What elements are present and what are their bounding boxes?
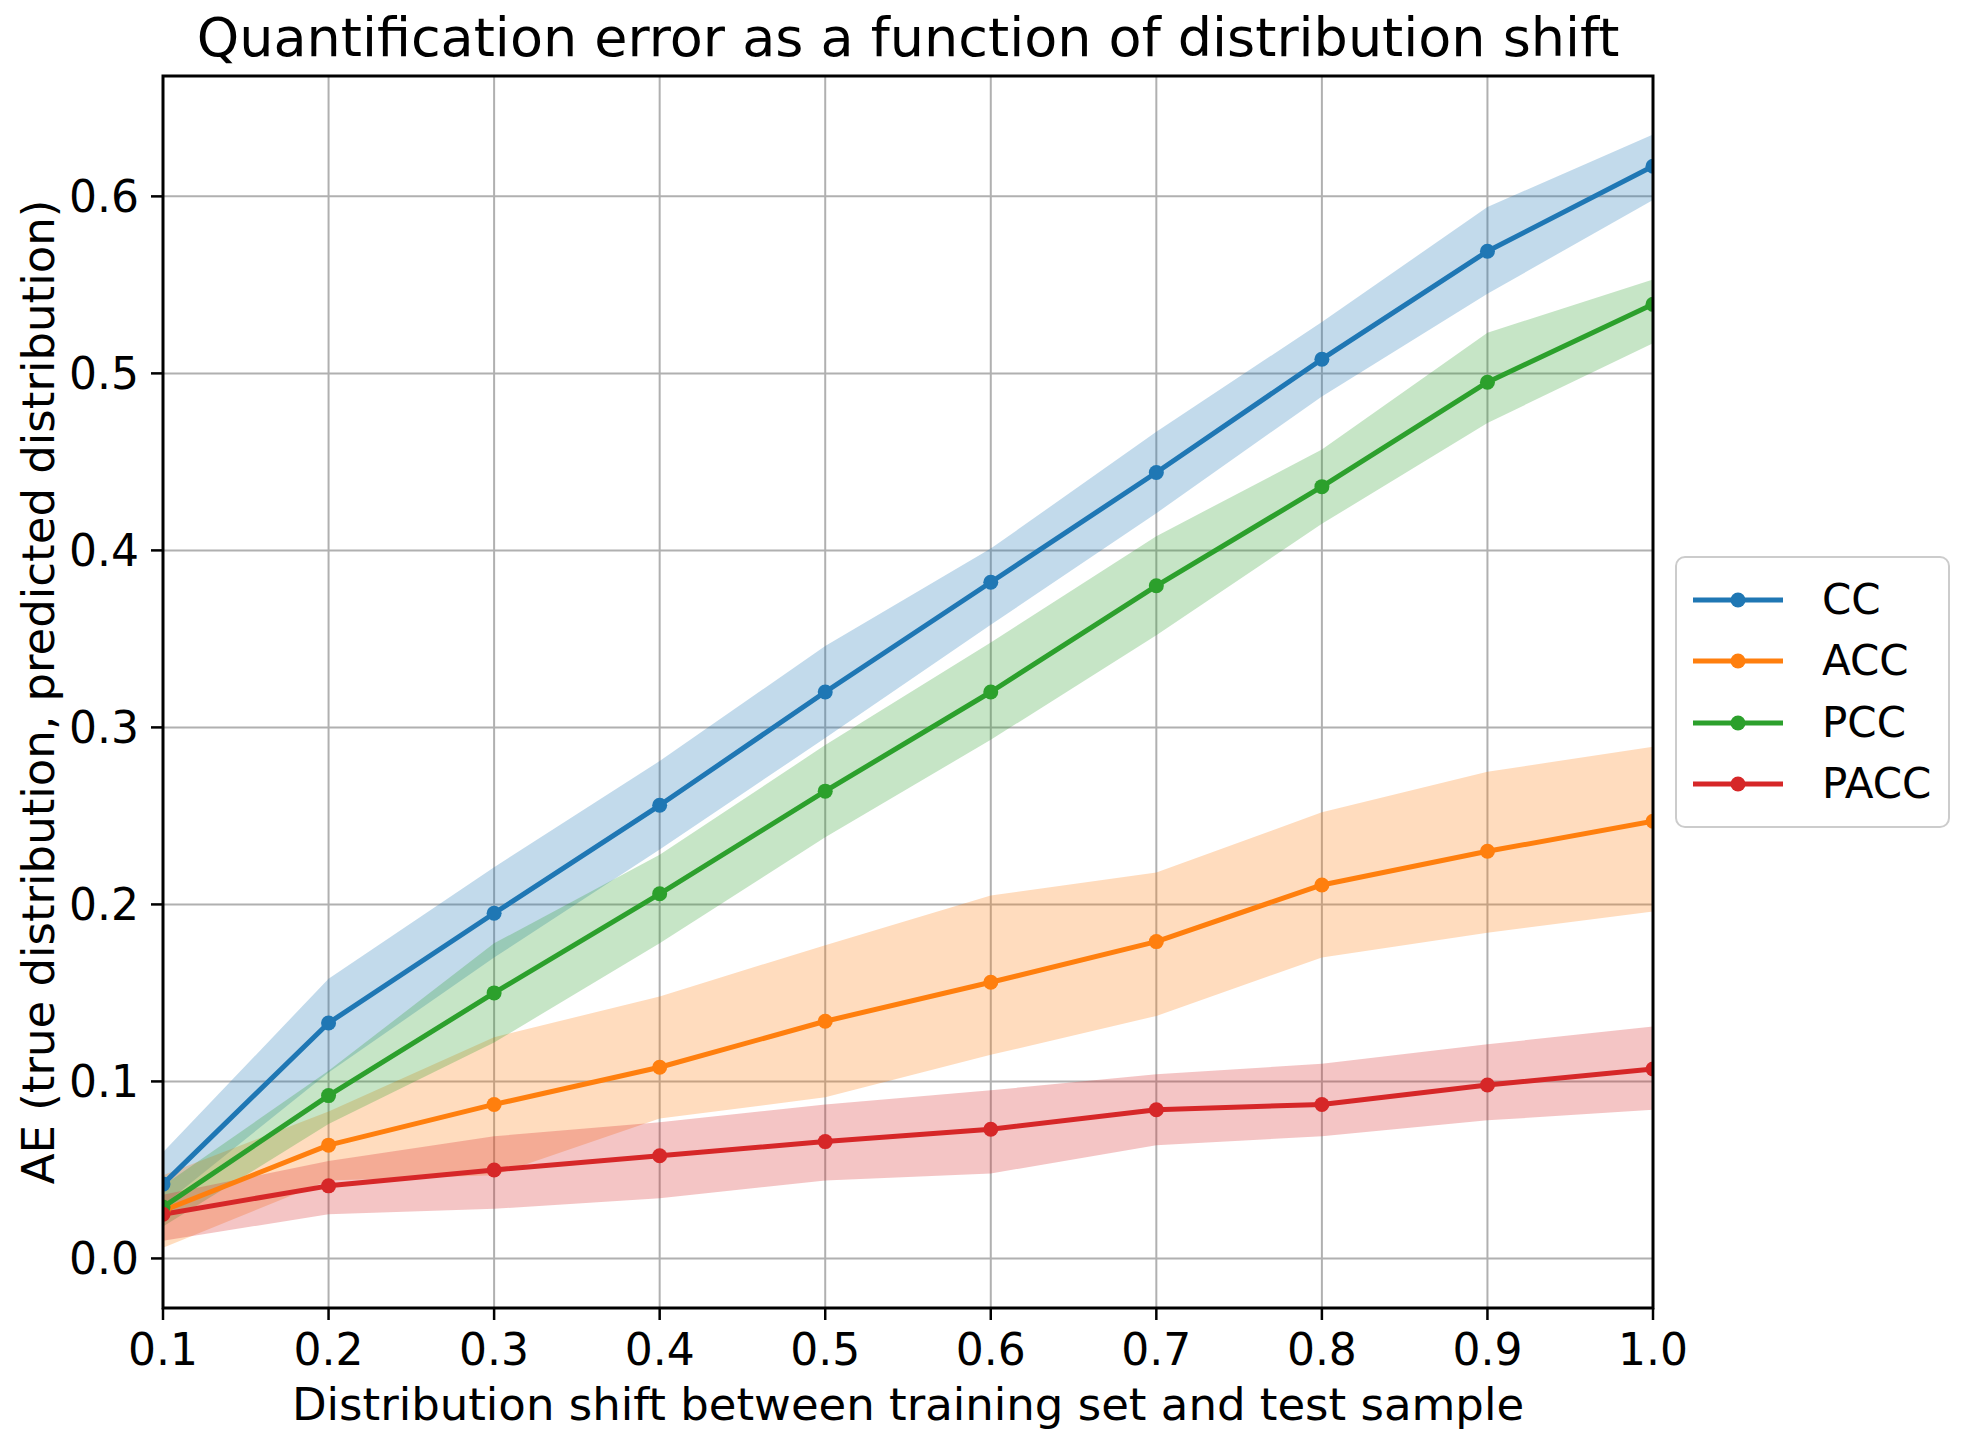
marker-pacc	[652, 1148, 667, 1163]
plot-canvas: 0.1 0.2 0.3 0.4 0.5 0.6 0.7 0.8 0.9 1.0 0.0 0.1 0.2 0…	[0, 0, 1969, 1446]
chart-title: Quantification error as a function of di…	[163, 6, 1653, 69]
marker-pacc	[983, 1122, 998, 1137]
x-tick-label: 0.1	[128, 1324, 198, 1375]
legend-line-swatch-icon	[1691, 591, 1785, 609]
x-tick-label: 1.0	[1618, 1324, 1688, 1375]
marker-cc	[652, 798, 667, 813]
marker-acc	[818, 1014, 833, 1029]
legend-label: ACC	[1822, 640, 1909, 682]
marker-cc	[321, 1016, 336, 1031]
y-tick-label: 0.4	[69, 525, 139, 576]
x-tick-label: 0.5	[790, 1324, 860, 1375]
marker-acc	[1314, 877, 1329, 892]
marker-pacc	[818, 1134, 833, 1149]
marker-acc	[487, 1097, 502, 1112]
marker-pacc	[1314, 1097, 1329, 1112]
marker-acc	[652, 1060, 667, 1075]
marker-cc	[1149, 465, 1164, 480]
legend-line-swatch-icon	[1691, 652, 1785, 670]
x-tick-label: 0.9	[1452, 1324, 1522, 1375]
marker-pcc	[1149, 578, 1164, 593]
marker-pacc	[321, 1178, 336, 1193]
marker-cc	[1314, 352, 1329, 367]
x-tick-label: 0.4	[625, 1324, 695, 1375]
y-tick-label: 0.0	[69, 1233, 139, 1284]
marker-pcc	[487, 985, 502, 1000]
legend-item-pcc: PCC	[1677, 702, 1948, 744]
x-tick-label: 0.2	[294, 1324, 364, 1375]
marker-acc	[321, 1138, 336, 1153]
legend-line-swatch-icon	[1691, 775, 1785, 793]
legend: CC ACC PCC PACC	[1675, 556, 1950, 828]
legend-item-acc: ACC	[1677, 640, 1948, 682]
marker-pacc	[487, 1162, 502, 1177]
x-tick-label: 0.6	[956, 1324, 1026, 1375]
y-tick-label: 0.5	[69, 348, 139, 399]
marker-pcc	[1480, 375, 1495, 390]
y-tick-label: 0.2	[69, 879, 139, 930]
marker-pcc	[818, 784, 833, 799]
marker-acc	[1149, 934, 1164, 949]
marker-pcc	[321, 1088, 336, 1103]
marker-acc	[1480, 844, 1495, 859]
marker-pcc	[1314, 479, 1329, 494]
y-axis-label: AE (true distribution, predicted distrib…	[12, 200, 65, 1185]
legend-label: PACC	[1822, 763, 1931, 805]
marker-pcc	[983, 685, 998, 700]
legend-label: CC	[1822, 579, 1881, 621]
marker-cc	[487, 906, 502, 921]
marker-acc	[983, 975, 998, 990]
legend-label: PCC	[1822, 702, 1906, 744]
marker-cc	[818, 685, 833, 700]
marker-cc	[1480, 244, 1495, 259]
legend-item-cc: CC	[1677, 579, 1948, 621]
x-tick-label: 0.3	[459, 1324, 529, 1375]
x-tick-label: 0.8	[1287, 1324, 1357, 1375]
x-axis-label: Distribution shift between training set …	[163, 1378, 1653, 1431]
legend-item-pacc: PACC	[1677, 763, 1948, 805]
marker-pacc	[1480, 1077, 1495, 1092]
marker-cc	[983, 575, 998, 590]
figure: 0.1 0.2 0.3 0.4 0.5 0.6 0.7 0.8 0.9 1.0 0.0 0.1 0.2 0…	[0, 0, 1969, 1446]
legend-line-swatch-icon	[1691, 714, 1785, 732]
x-tick-label: 0.7	[1121, 1324, 1191, 1375]
y-tick-label: 0.1	[69, 1056, 139, 1107]
marker-pcc	[652, 886, 667, 901]
y-tick-label: 0.3	[69, 702, 139, 753]
marker-pacc	[1149, 1102, 1164, 1117]
y-tick-label: 0.6	[69, 171, 139, 222]
